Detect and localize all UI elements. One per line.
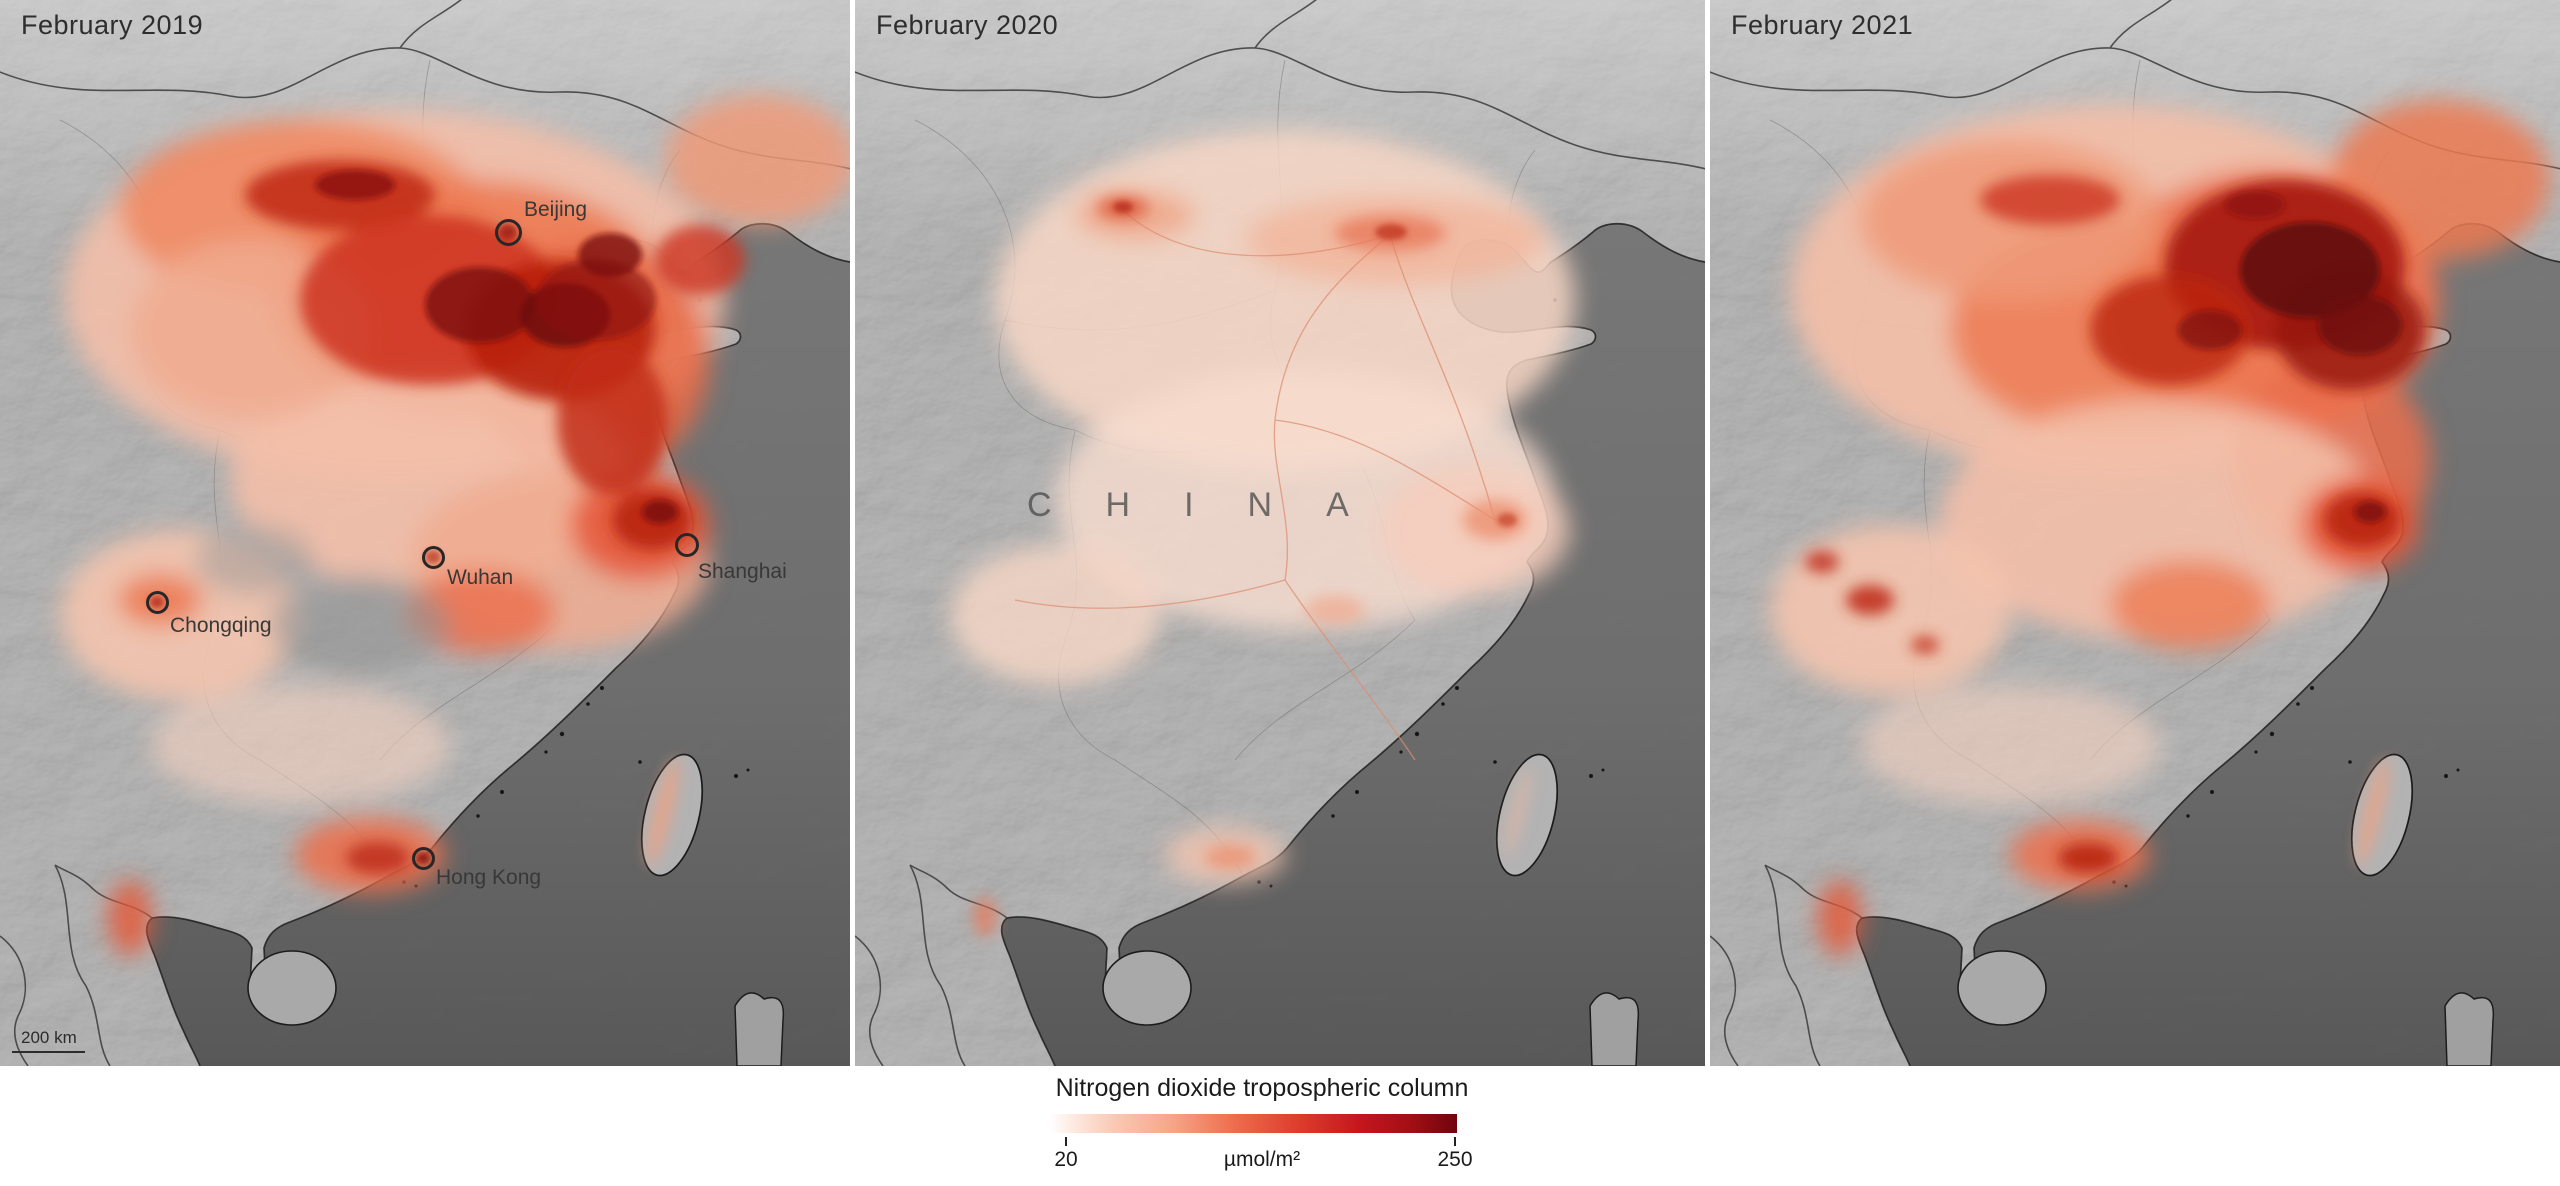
scale-bar: 200 km [12, 1028, 85, 1053]
terrain-map-2021 [1710, 0, 2560, 1066]
city-marker-beijing [495, 219, 522, 246]
city-label-shanghai: Shanghai [698, 560, 787, 583]
legend-unit: µmol/m² [1223, 1148, 1301, 1171]
city-label-chongqing: Chongqing [170, 614, 272, 637]
city-marker-hong-kong [412, 847, 435, 870]
panel-title-2020: February 2020 [876, 10, 1059, 40]
legend-min-value: 20 [1054, 1148, 1078, 1171]
panel-title-2019: February 2019 [21, 10, 204, 40]
legend-title: Nitrogen dioxide tropospheric column [1055, 1074, 1469, 1102]
scale-bar-label: 200 km [21, 1028, 77, 1047]
city-label-wuhan: Wuhan [447, 566, 514, 589]
country-label-china: CHINA [1027, 486, 1403, 524]
legend-max-value: 250 [1437, 1148, 1473, 1171]
map-panel-2019: February 2019 Beijing Wuhan Shanghai Cho… [0, 0, 850, 1066]
legend-tick-max [1454, 1137, 1456, 1146]
panel-title-2021: February 2021 [1731, 10, 1914, 40]
city-marker-chongqing [146, 591, 169, 614]
legend: Nitrogen dioxide tropospheric column 20 … [0, 1066, 2560, 1186]
city-marker-shanghai [675, 533, 699, 557]
terrain-map-2019 [0, 0, 850, 1066]
legend-gradient-bar [1050, 1114, 1457, 1133]
terrain-map-2020 [855, 0, 1705, 1066]
map-panel-2021: February 2021 [1710, 0, 2560, 1066]
city-marker-wuhan [422, 546, 445, 569]
legend-tick-min [1065, 1137, 1067, 1146]
map-panels: February 2019 Beijing Wuhan Shanghai Cho… [0, 0, 2560, 1066]
city-label-beijing: Beijing [524, 198, 588, 221]
scale-bar-line [12, 1051, 85, 1053]
map-panel-2020: February 2020 CHINA [855, 0, 1705, 1066]
city-label-hong-kong: Hong Kong [436, 866, 542, 889]
